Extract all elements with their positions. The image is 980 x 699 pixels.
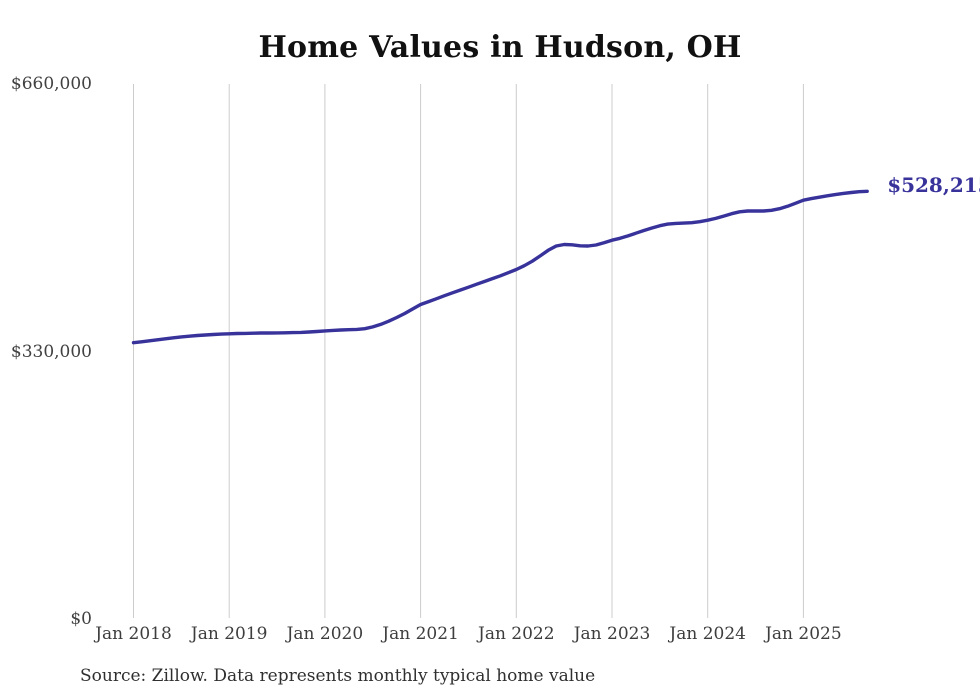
latest-value-label: $528,215 bbox=[887, 173, 980, 198]
x-tick-label: Jan 2024 bbox=[669, 624, 746, 644]
source-note: Source: Zillow. Data represents monthly … bbox=[80, 666, 596, 686]
x-tick-label: Jan 2023 bbox=[573, 624, 651, 644]
x-tick-label: Jan 2025 bbox=[765, 624, 842, 644]
y-tick-label: $0 bbox=[70, 609, 92, 629]
chart-title: Home Values in Hudson, OH bbox=[258, 30, 742, 65]
home-value-line bbox=[131, 189, 869, 345]
x-tick-label: Jan 2021 bbox=[382, 624, 459, 644]
x-tick-label: Jan 2020 bbox=[286, 624, 364, 644]
x-tick-label: Jan 2019 bbox=[190, 624, 268, 644]
y-tick-label: $330,000 bbox=[10, 341, 92, 362]
x-tick-label: Jan 2018 bbox=[95, 624, 172, 644]
x-tick-label: Jan 2022 bbox=[478, 624, 555, 644]
y-tick-label: $660,000 bbox=[10, 74, 92, 94]
